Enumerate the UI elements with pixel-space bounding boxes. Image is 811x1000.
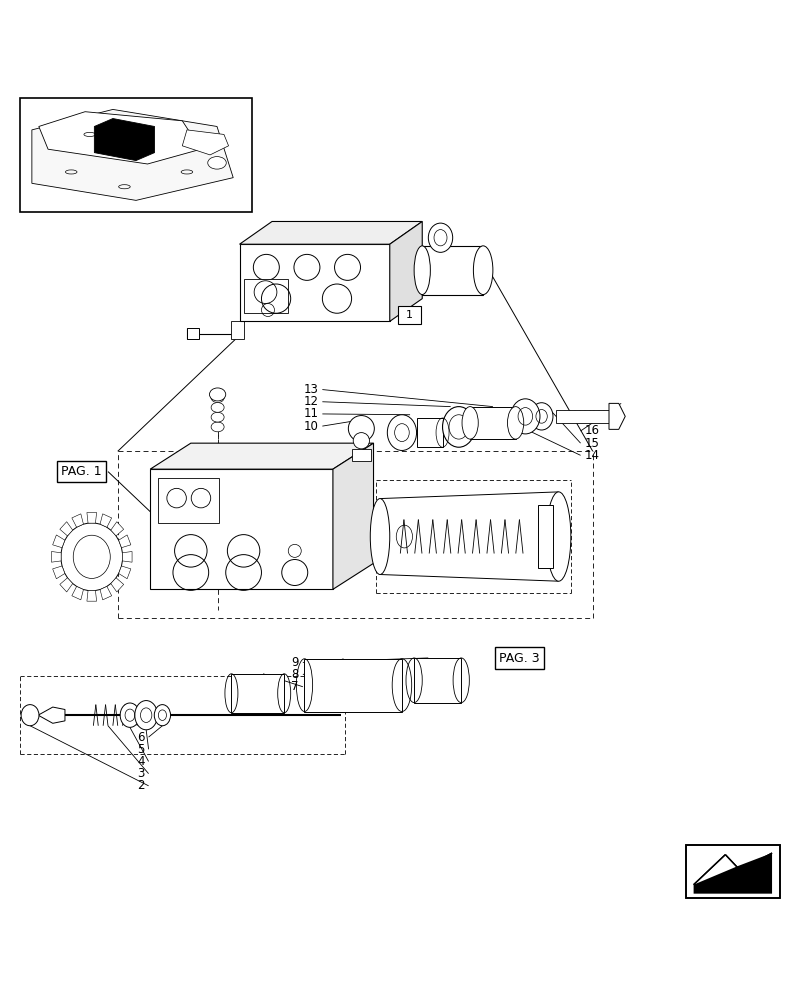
Ellipse shape — [353, 433, 369, 449]
Polygon shape — [87, 591, 97, 601]
Polygon shape — [182, 130, 229, 155]
Ellipse shape — [120, 703, 139, 727]
Polygon shape — [60, 522, 73, 536]
Ellipse shape — [21, 705, 39, 726]
Polygon shape — [39, 112, 200, 164]
Polygon shape — [51, 551, 61, 562]
Text: 14: 14 — [584, 449, 599, 462]
Bar — [538, 505, 552, 568]
Text: 8: 8 — [291, 668, 298, 681]
Bar — [187, 328, 199, 339]
Text: 15: 15 — [584, 437, 599, 450]
Text: 9: 9 — [291, 656, 298, 669]
Text: 11: 11 — [303, 407, 318, 420]
Ellipse shape — [61, 523, 122, 591]
Text: 7: 7 — [291, 680, 298, 693]
Polygon shape — [239, 244, 389, 321]
Text: 13: 13 — [303, 383, 318, 396]
Polygon shape — [351, 449, 371, 461]
Ellipse shape — [135, 701, 157, 730]
Text: 12: 12 — [303, 395, 318, 408]
Polygon shape — [122, 551, 132, 562]
Ellipse shape — [461, 407, 478, 439]
Text: 2: 2 — [137, 779, 144, 792]
Polygon shape — [158, 478, 219, 523]
Ellipse shape — [211, 422, 224, 432]
Polygon shape — [38, 707, 65, 723]
Polygon shape — [118, 535, 131, 548]
Text: 5: 5 — [137, 743, 144, 756]
Polygon shape — [243, 279, 288, 313]
Ellipse shape — [211, 412, 224, 422]
Polygon shape — [118, 566, 131, 579]
Polygon shape — [71, 514, 84, 527]
Bar — [397, 306, 420, 324]
Bar — [685, 845, 779, 898]
Bar — [422, 246, 483, 295]
Polygon shape — [231, 321, 243, 339]
Ellipse shape — [211, 403, 224, 412]
Polygon shape — [693, 853, 771, 894]
Text: 1: 1 — [406, 310, 412, 320]
Ellipse shape — [387, 415, 416, 450]
Polygon shape — [32, 109, 233, 200]
Text: 10: 10 — [303, 420, 318, 433]
Bar — [231, 674, 284, 713]
Ellipse shape — [370, 499, 389, 575]
Polygon shape — [110, 522, 123, 536]
Bar — [304, 659, 401, 712]
Polygon shape — [608, 403, 624, 429]
Polygon shape — [94, 119, 154, 161]
Polygon shape — [53, 566, 65, 579]
Text: PAG. 1: PAG. 1 — [61, 465, 101, 478]
Ellipse shape — [154, 705, 170, 726]
Polygon shape — [100, 586, 112, 600]
Bar — [556, 410, 608, 423]
Bar — [414, 658, 461, 703]
Polygon shape — [239, 221, 422, 244]
Ellipse shape — [414, 246, 430, 295]
Polygon shape — [71, 586, 84, 600]
Bar — [20, 98, 251, 212]
Text: 4: 4 — [137, 755, 144, 768]
Ellipse shape — [546, 492, 570, 581]
Polygon shape — [150, 443, 373, 469]
Ellipse shape — [428, 223, 453, 252]
Ellipse shape — [530, 403, 552, 430]
Text: 6: 6 — [137, 731, 144, 744]
Ellipse shape — [473, 246, 492, 295]
Polygon shape — [87, 513, 97, 523]
Polygon shape — [60, 578, 73, 592]
Ellipse shape — [442, 407, 474, 447]
Text: 3: 3 — [137, 767, 144, 780]
Polygon shape — [333, 443, 373, 589]
Text: PAG. 3: PAG. 3 — [499, 652, 539, 665]
Polygon shape — [100, 514, 112, 527]
Bar — [416, 418, 442, 447]
Bar — [470, 407, 515, 439]
Ellipse shape — [211, 393, 224, 403]
Bar — [685, 845, 779, 898]
Polygon shape — [150, 469, 333, 589]
Text: 16: 16 — [584, 424, 599, 437]
Ellipse shape — [348, 416, 374, 442]
Ellipse shape — [208, 157, 226, 169]
Polygon shape — [53, 535, 65, 548]
Polygon shape — [110, 578, 123, 592]
Ellipse shape — [507, 407, 523, 439]
Polygon shape — [389, 221, 422, 321]
Ellipse shape — [510, 399, 539, 434]
Ellipse shape — [209, 388, 225, 401]
